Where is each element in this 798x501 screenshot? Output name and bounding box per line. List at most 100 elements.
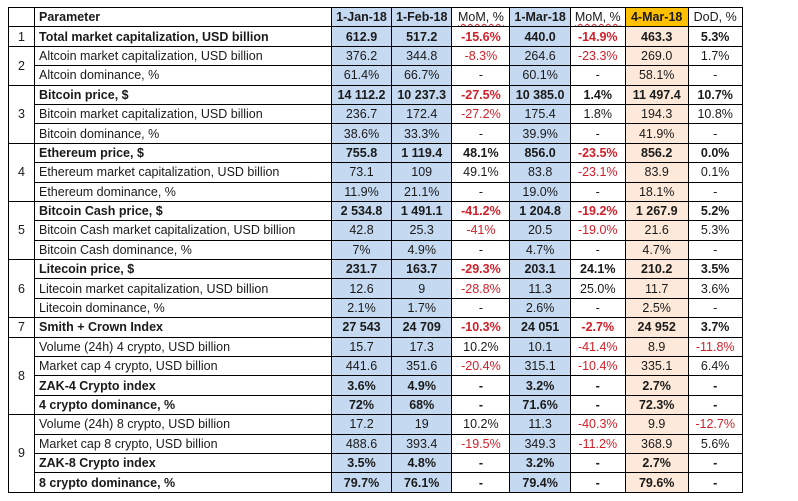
cell-mom-1: -20.4% <box>451 356 511 377</box>
group-number: 5 <box>8 200 35 261</box>
cell-1-mar-18: 24 051 <box>509 317 571 338</box>
cell-1-mar-18: 3.2% <box>509 375 571 396</box>
cell-4-mar-18: 72.3% <box>624 394 689 416</box>
cell-1-mar-18: 856.0 <box>509 142 571 164</box>
cell-4-mar-18: 2.5% <box>624 297 689 319</box>
group-number: 1 <box>8 26 35 47</box>
cell-mom-1: - <box>451 239 511 261</box>
cell-1-feb-18: 1 491.1 <box>390 200 453 222</box>
cell-1-feb-18: 66.7% <box>390 65 453 86</box>
table-row: Bitcoin market capitalization, USD billi… <box>9 103 743 125</box>
cell-1-jan-18: 612.9 <box>331 26 392 47</box>
cell-1-mar-18: 60.1% <box>509 65 571 86</box>
cell-4-mar-18: 8.9 <box>624 336 689 358</box>
cell-1-jan-18: 11.9% <box>331 181 392 202</box>
cell-1-jan-18: 2 534.8 <box>331 200 392 222</box>
cell-mom-2: -14.9% <box>569 26 626 47</box>
cell-1-jan-18: 42.8 <box>331 220 392 241</box>
header-1-mar-18: 1-Mar-18 <box>509 6 571 28</box>
cell-mom-2: -23.5% <box>569 142 626 164</box>
table-row: 4 Ethereum price, $755.8 1 119.4 48.1% 856.0… <box>8 142 743 202</box>
cell-1-jan-18: 79.7% <box>331 472 392 493</box>
cell-dod: 5.3% <box>687 26 743 47</box>
cell-1-mar-18: 11.3 <box>509 414 571 435</box>
cell-dod: 10.8% <box>687 103 743 125</box>
parameter-label: Market cap 4 crypto, USD billion <box>34 356 332 377</box>
parameter-label: Market cap 8 crypto, USD billion <box>34 433 332 454</box>
cell-mom-2: - <box>569 452 626 474</box>
cell-mom-2: 1.8% <box>569 103 626 125</box>
cell-1-mar-18: 175.4 <box>509 103 571 125</box>
cell-4-mar-18: 58.1% <box>624 65 689 86</box>
cell-mom-2: - <box>569 472 626 493</box>
parameter-label: Total market capitalization, USD billion <box>34 26 332 47</box>
header-mom-2-label: MoM, % <box>574 10 621 25</box>
cell-4-mar-18: 210.2 <box>624 259 689 280</box>
cell-1-feb-18: 393.4 <box>390 433 453 454</box>
table-row: ZAK-4 Crypto index 3.6% 4.9% -3.2% -2.7% - <box>9 375 743 396</box>
cell-4-mar-18: 18.1% <box>624 181 689 202</box>
cell-dod: - <box>687 239 743 261</box>
cell-mom-1: -8.3% <box>451 45 511 67</box>
parameter-label: Altcoin dominance, % <box>34 65 332 86</box>
cell-4-mar-18: 21.6 <box>624 220 689 241</box>
cell-4-mar-18: 368.9 <box>624 433 689 454</box>
cell-mom-1: 49.1% <box>451 162 511 183</box>
cell-dod: 3.7% <box>687 317 743 338</box>
parameter-label: Ethereum market capitalization, USD bill… <box>34 162 332 183</box>
table-row: Market cap 8 crypto, USD billion 488.6 393… <box>9 433 743 454</box>
cell-1-feb-18: 76.1% <box>390 472 453 493</box>
cell-1-jan-18: 73.1 <box>331 162 392 183</box>
cell-dod: 1.7% <box>687 45 743 67</box>
cell-4-mar-18: 856.2 <box>624 142 689 164</box>
cell-dod: - <box>687 65 743 86</box>
table-row: Ethereum dominance, % 11.9% 21.1% -19.0% -18… <box>9 181 743 202</box>
cell-1-jan-18: 7% <box>331 239 392 261</box>
table-row: 4 crypto dominance, % 72% 68% -71.6% -72.3% - <box>9 394 743 416</box>
header-4-mar-18: 4-Mar-18 <box>624 6 689 28</box>
cell-mom-1: - <box>451 181 511 202</box>
cell-1-mar-18: 349.3 <box>509 433 571 454</box>
cell-mom-1: - <box>451 375 511 396</box>
cell-mom-2: - <box>569 65 626 86</box>
cell-1-mar-18: 315.1 <box>509 356 571 377</box>
cell-1-mar-18: 20.5 <box>509 220 571 241</box>
cell-4-mar-18: 83.9 <box>624 162 689 183</box>
table-row: 8 crypto dominance, % 79.7% 76.1% -79.4% -79… <box>9 472 743 493</box>
cell-1-mar-18: 1 204.8 <box>509 200 571 222</box>
cell-dod: - <box>687 394 743 416</box>
parameter-label: Litecoin market capitalization, USD bill… <box>34 278 332 299</box>
cell-dod: - <box>687 123 743 144</box>
table-row: 1 Total market capitalization, USD billio… <box>8 26 743 47</box>
parameter-label: 8 crypto dominance, % <box>34 472 332 493</box>
group-number: 2 <box>8 45 35 86</box>
table-row: ZAK-8 Crypto index 3.5% 4.8% -3.2% -2.7% - <box>9 452 743 474</box>
cell-mom-1: - <box>451 394 511 416</box>
cell-1-feb-18: 17.3 <box>390 336 453 358</box>
header-num <box>8 6 35 28</box>
cell-mom-2: - <box>569 239 626 261</box>
table-row: Market cap 4 crypto, USD billion 441.6 351… <box>9 356 743 377</box>
cell-1-feb-18: 163.7 <box>390 259 453 280</box>
cell-1-mar-18: 4.7% <box>509 239 571 261</box>
cell-1-feb-18: 517.2 <box>390 26 453 47</box>
cell-mom-1: - <box>451 452 511 474</box>
cell-1-jan-18: 3.6% <box>331 375 392 396</box>
parameter-label: Litecoin dominance, % <box>34 297 332 319</box>
cell-mom-1: -27.2% <box>451 103 511 125</box>
cell-1-feb-18: 25.3 <box>390 220 453 241</box>
cell-4-mar-18: 2.7% <box>624 375 689 396</box>
cell-dod: 6.4% <box>687 356 743 377</box>
cell-1-feb-18: 4.9% <box>390 239 453 261</box>
cell-dod: 5.3% <box>687 220 743 241</box>
cell-1-jan-18: 27 543 <box>331 317 392 338</box>
cell-1-jan-18: 14 112.2 <box>331 84 392 105</box>
cell-1-jan-18: 231.7 <box>331 259 392 280</box>
group-number: 3 <box>8 84 35 144</box>
cell-4-mar-18: 11 497.4 <box>624 84 689 105</box>
cell-mom-2: -19.0% <box>569 220 626 241</box>
cell-dod: - <box>687 181 743 202</box>
table-row: 5 Bitcoin Cash price, $2 534.8 1 491.1 -41.… <box>8 200 743 261</box>
cell-mom-2: -2.7% <box>569 317 626 338</box>
cell-1-feb-18: 1 119.4 <box>390 142 453 164</box>
